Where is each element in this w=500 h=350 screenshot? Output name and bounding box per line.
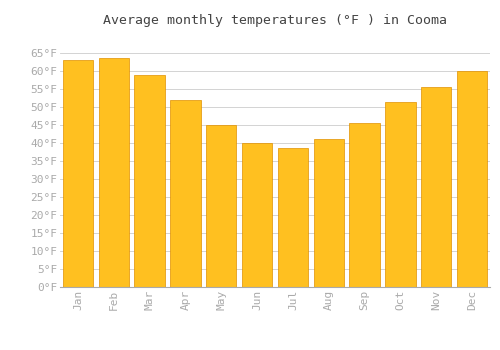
Bar	[62, 60, 93, 287]
Bar	[242, 143, 272, 287]
Bar	[134, 75, 165, 287]
Bar	[206, 125, 236, 287]
Bar	[350, 123, 380, 287]
Title: Average monthly temperatures (°F ) in Cooma: Average monthly temperatures (°F ) in Co…	[103, 14, 447, 27]
Bar	[421, 87, 452, 287]
Bar	[170, 100, 200, 287]
Bar	[98, 58, 129, 287]
Bar	[278, 148, 308, 287]
Bar	[457, 71, 488, 287]
Bar	[385, 102, 416, 287]
Bar	[314, 139, 344, 287]
